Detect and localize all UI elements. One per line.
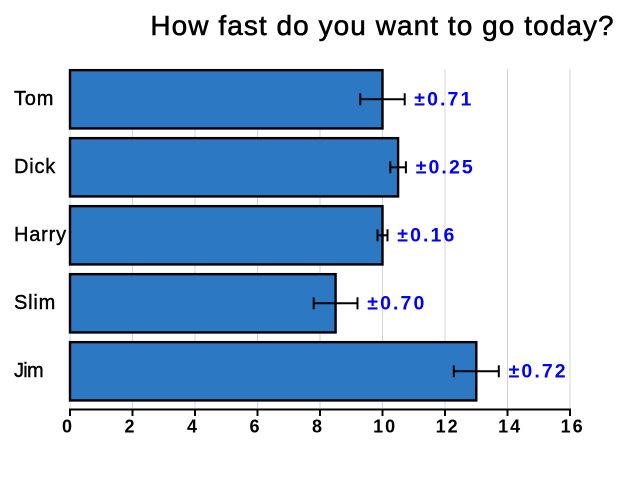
svg-text:Dick: Dick [14, 156, 56, 178]
svg-text:±0.70: ±0.70 [367, 292, 426, 314]
svg-text:8: 8 [312, 417, 324, 437]
svg-text:±0.71: ±0.71 [414, 88, 473, 110]
svg-text:±0.72: ±0.72 [509, 360, 568, 382]
svg-text:Slim: Slim [14, 292, 56, 314]
svg-text:14: 14 [498, 417, 522, 437]
svg-text:10: 10 [373, 417, 397, 437]
svg-text:Tom: Tom [14, 88, 54, 110]
svg-text:Harry: Harry [14, 224, 67, 246]
svg-text:12: 12 [436, 417, 460, 437]
svg-text:Jim: Jim [14, 360, 43, 382]
svg-text:4: 4 [187, 417, 199, 437]
svg-text:6: 6 [249, 417, 261, 437]
svg-text:16: 16 [561, 417, 585, 437]
svg-text:How fast do you want to go tod: How fast do you want to go today? [150, 10, 614, 41]
svg-text:±0.16: ±0.16 [397, 224, 456, 246]
svg-text:±0.25: ±0.25 [416, 156, 475, 178]
svg-text:0: 0 [62, 417, 74, 437]
svg-text:2: 2 [124, 417, 136, 437]
